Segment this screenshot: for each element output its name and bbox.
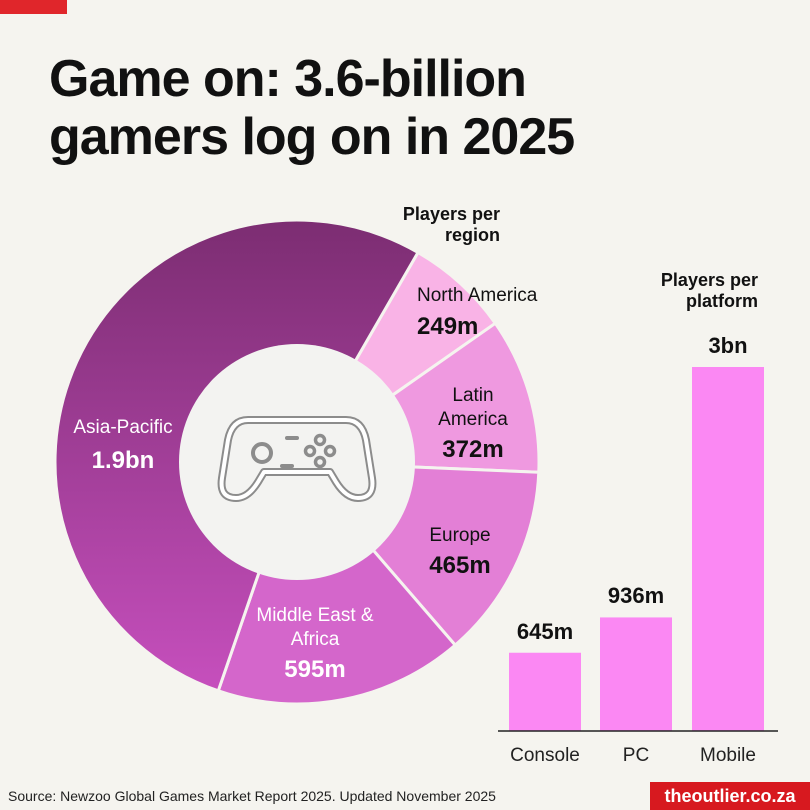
platform-heading: Players per platform (660, 270, 758, 311)
page-title: Game on: 3.6-billion gamers log on in 20… (49, 50, 749, 166)
bar-value-mobile: 3bn (708, 333, 748, 358)
donut-center (179, 344, 415, 580)
title-line-1: Game on: 3.6-billion (49, 50, 527, 108)
bar-category-pc: PC (622, 745, 650, 766)
bar-pc (600, 617, 672, 731)
label-north-america: North America 249m (417, 285, 538, 340)
label-asia-pacific: Asia-Pacific 1.9bn (73, 417, 173, 474)
title-line-2: gamers log on in 2025 (49, 108, 575, 166)
source-note: Source: Newzoo Global Games Market Repor… (8, 788, 496, 804)
bar-category-console: Console (510, 745, 580, 766)
gamepad-icon (217, 416, 377, 502)
brand-logo[interactable]: theoutlier.co.za (650, 782, 810, 810)
bar-mobile (692, 367, 764, 731)
label-europe: Europe 465m (429, 525, 491, 579)
accent-bar (0, 0, 67, 14)
bar-value-pc: 936m (607, 583, 665, 609)
bar-console (509, 652, 581, 731)
bar-category-mobile: Mobile (700, 745, 756, 766)
label-latin-america: Latin America 372m (438, 385, 508, 463)
label-middle-east-africa: Middle East & Africa 595m (256, 605, 374, 683)
region-heading: Players per region (402, 204, 500, 245)
bar-value-console: 645m (516, 618, 574, 644)
